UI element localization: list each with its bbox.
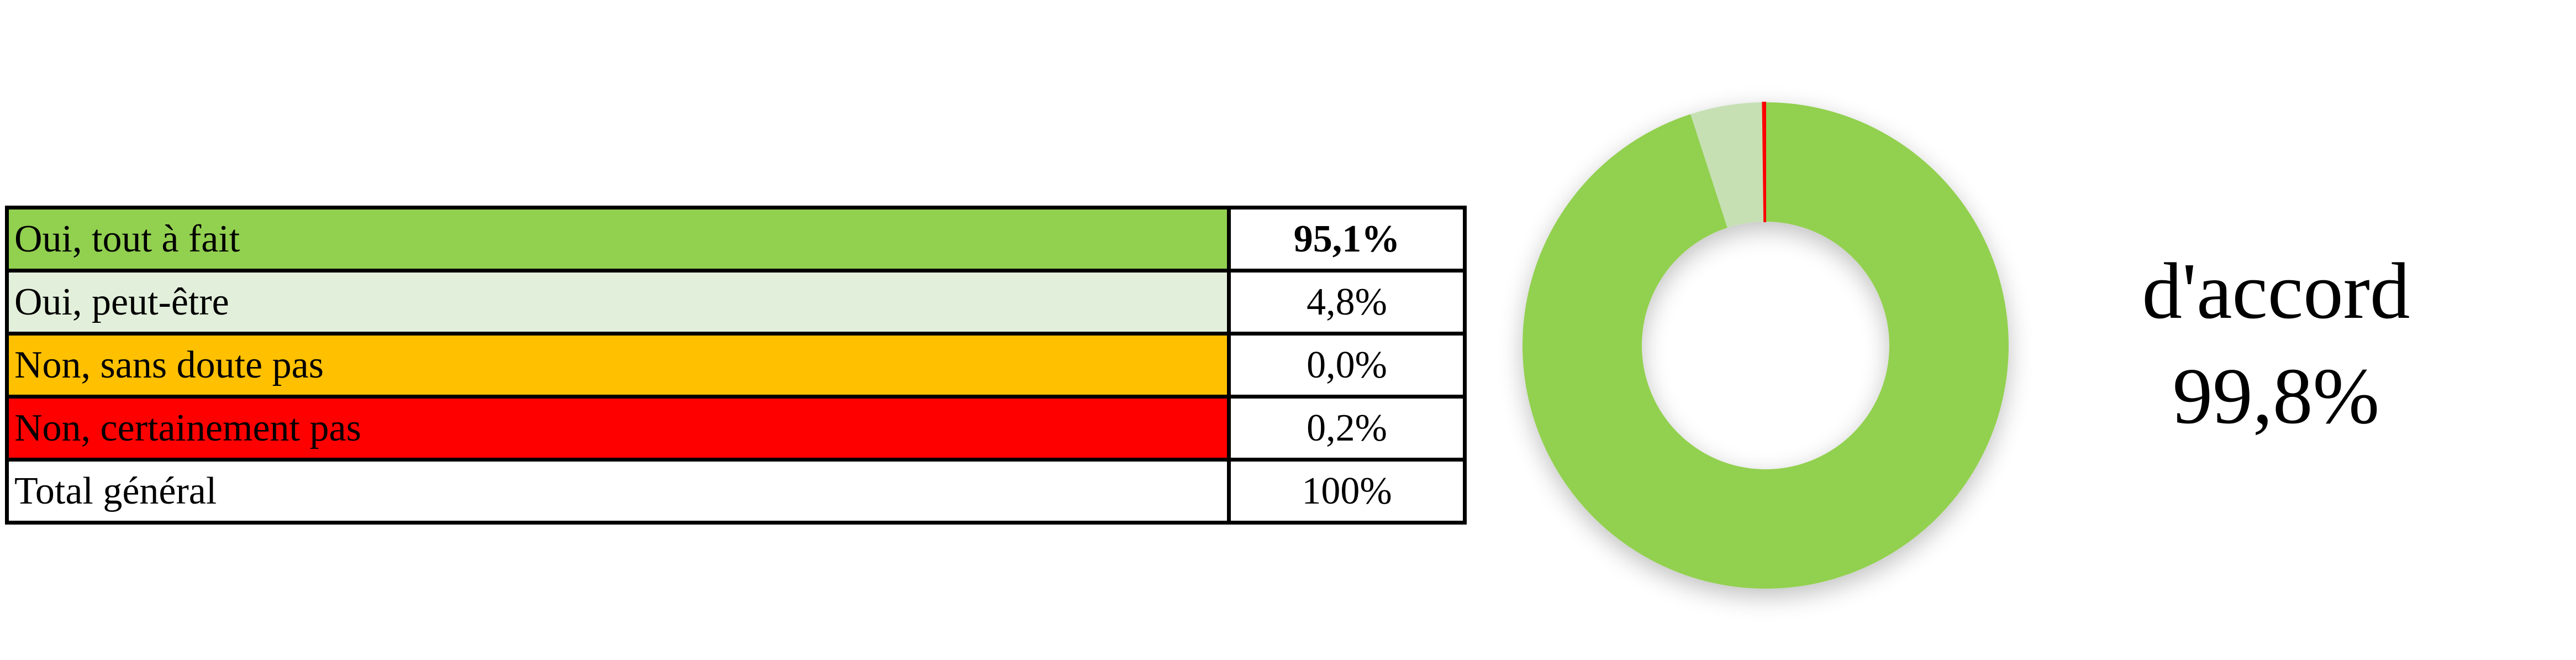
table-row-total: Total général 100% (5, 458, 1467, 525)
table-row: Oui, tout à fait 95,1% (5, 206, 1467, 273)
row-label: Oui, tout à fait (5, 206, 1231, 273)
row-label: Non, sans doute pas (5, 332, 1231, 399)
row-value: 95,1% (1227, 206, 1467, 273)
table-row: Non, certainement pas 0,2% (5, 395, 1467, 462)
summary-value: 99,8% (2172, 352, 2380, 441)
donut-slice-4 (1762, 101, 1766, 223)
row-value: 100% (1227, 458, 1467, 525)
donut-slice-1 (1523, 102, 2009, 589)
row-label: Oui, peut-être (5, 269, 1231, 336)
row-value: 0,2% (1227, 395, 1467, 462)
row-value: 4,8% (1227, 269, 1467, 336)
table-row: Non, sans doute pas 0,0% (5, 332, 1467, 399)
table-row: Oui, peut-être 4,8% (5, 269, 1467, 336)
row-label: Total général (5, 458, 1231, 525)
row-value: 0,0% (1227, 332, 1467, 399)
donut-chart (1523, 101, 2009, 589)
row-label: Non, certainement pas (5, 395, 1231, 462)
results-table: Oui, tout à fait 95,1% Oui, peut-être 4,… (5, 206, 1467, 525)
summary-label: d'accord (2142, 247, 2410, 336)
donut-slice-2 (1690, 102, 1764, 228)
